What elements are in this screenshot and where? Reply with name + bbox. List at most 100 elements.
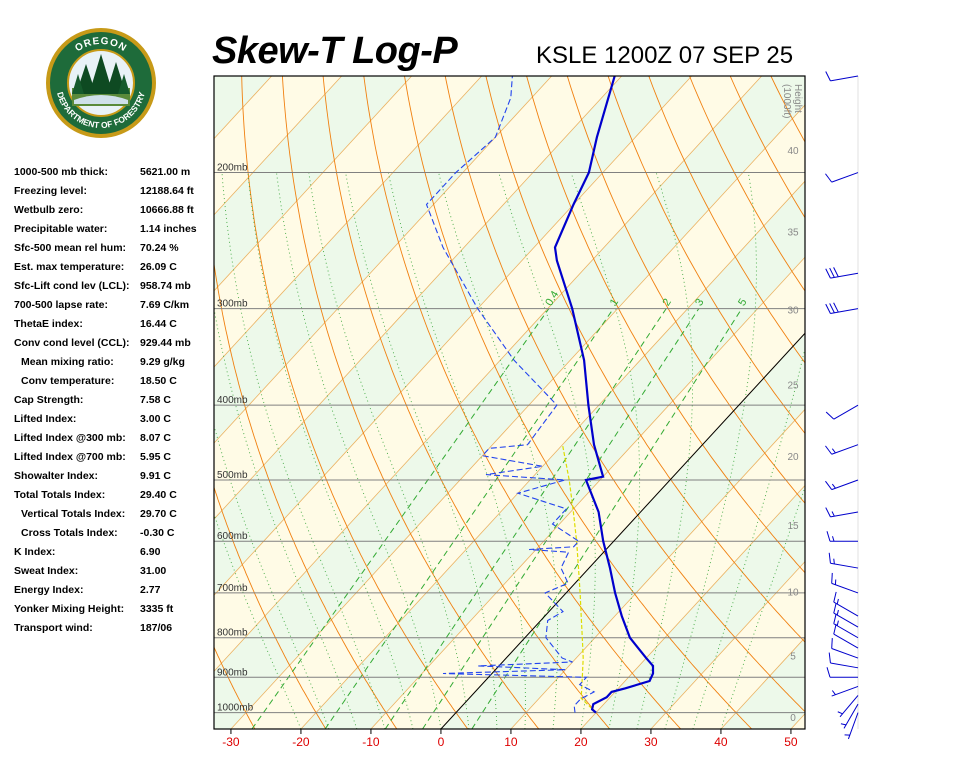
wind-barb <box>825 444 859 455</box>
temp-tick-label: -30 <box>222 735 240 749</box>
index-row: Showalter Index: 9.91 C <box>14 470 214 489</box>
isotherm-line <box>300 180 805 729</box>
index-value: 7.69 C/km <box>140 299 190 311</box>
stability-indices-panel: 1000-500 mb thick: 5621.00 m Freezing leve… <box>14 166 214 641</box>
moist-adiabat <box>720 485 805 729</box>
index-row: Lifted Index: 3.00 C <box>14 413 214 432</box>
wind-barb <box>837 695 859 718</box>
temp-tick-label: 0 <box>438 735 445 749</box>
moist-adiabat <box>214 512 302 729</box>
isotherm-band <box>790 713 805 729</box>
height-axis-title: Height <box>792 84 803 113</box>
moist-adiabat <box>221 172 386 729</box>
index-value: 29.40 C <box>140 489 177 501</box>
moist-adiabat <box>308 172 470 729</box>
wind-barb <box>828 652 859 669</box>
mixing-ratio-line <box>251 308 550 729</box>
height-label: 35 <box>787 228 799 239</box>
moist-adiabat <box>214 423 330 729</box>
isotherm-band <box>214 76 805 729</box>
index-row: Conv temperature: 18.50 C <box>14 375 214 394</box>
height-label: 0 <box>790 713 796 724</box>
height-label: 15 <box>787 521 799 532</box>
wind-barb <box>844 712 859 740</box>
wind-barb <box>826 531 858 542</box>
isotherm-line <box>370 256 805 729</box>
index-value: 7.58 C <box>140 394 171 406</box>
index-label: Cap Strength: <box>14 394 84 406</box>
height-axis-title: (1000ft) <box>781 84 792 118</box>
temp-tick-label: 20 <box>574 735 588 749</box>
index-value: 958.74 mb <box>140 280 191 292</box>
index-value: 2.77 <box>140 584 161 596</box>
index-value: 29.70 C <box>140 508 177 520</box>
index-label: Conv cond level (CCL): <box>14 337 130 349</box>
dewpoint-trace <box>425 76 596 713</box>
isotherm-line <box>650 560 805 729</box>
index-value: 12188.64 ft <box>140 185 194 197</box>
index-value: 929.44 mb <box>140 337 191 349</box>
index-value: -0.30 C <box>140 527 175 539</box>
index-label: Sfc-Lift cond lev (LCL): <box>14 280 130 292</box>
index-value: 70.24 % <box>140 242 179 254</box>
index-label: Est. max temperature: <box>14 261 125 273</box>
index-label: ThetaE index: <box>14 318 83 330</box>
wind-barb <box>831 638 859 659</box>
moist-adiabat <box>570 172 641 729</box>
index-value: 18.50 C <box>140 375 177 387</box>
index-row: Wetbulb zero: 10666.88 ft <box>14 204 214 223</box>
wind-barb <box>833 613 859 639</box>
index-row: Lifted Index @300 mb: 8.07 C <box>14 432 214 451</box>
index-value: 3335 ft <box>140 603 174 615</box>
isobar-label: 300mb <box>217 299 248 310</box>
plot-area: 0.4 1 2 3 5200mb300mb400mb500mb600mb700mb800… <box>0 60 805 729</box>
index-label: Wetbulb zero: <box>14 204 84 216</box>
isobar-label: 800mb <box>217 628 248 639</box>
moist-adiabat <box>692 346 805 729</box>
moist-adiabat <box>664 172 757 729</box>
moist-adiabat <box>247 172 414 729</box>
temp-tick-label: 50 <box>784 735 798 749</box>
wind-barb <box>825 479 859 491</box>
index-label: Transport wind: <box>14 622 93 634</box>
index-row: Sweat Index: 31.00 <box>14 565 214 584</box>
odf-logo: OREGON DEPARTMENT OF FORESTRY <box>46 28 156 138</box>
index-label: Precipitable water: <box>14 223 108 235</box>
index-value: 26.09 C <box>140 261 177 273</box>
wind-barb <box>825 507 859 518</box>
dry-adiabat <box>70 76 184 729</box>
mixing-ratio-label: 3 <box>693 297 706 309</box>
moist-adiabat <box>345 172 498 729</box>
temp-tick-label: 10 <box>504 735 518 749</box>
isotherm-line <box>214 76 622 520</box>
wind-barb <box>825 71 859 82</box>
index-row: Precipitable water: 1.14 inches <box>14 223 214 242</box>
isotherm-line <box>230 104 805 729</box>
index-label: Vertical Totals Index: <box>21 508 126 520</box>
height-label: 45 <box>787 60 799 71</box>
plot-frame <box>213 75 806 730</box>
height-label: 40 <box>787 146 799 157</box>
temp-tick-label: -20 <box>292 735 310 749</box>
isotherm-line <box>214 76 342 216</box>
index-label: Cross Totals Index: <box>21 527 118 539</box>
index-row: Energy Index: 2.77 <box>14 584 214 603</box>
index-label: Energy Index: <box>14 584 84 596</box>
mixing-ratio-line <box>384 308 667 729</box>
index-value: 9.29 g/kg <box>140 356 185 368</box>
index-label: Conv temperature: <box>21 375 115 387</box>
height-label: 30 <box>787 306 799 317</box>
isobar-label: 700mb <box>217 583 248 594</box>
index-value: 1.14 inches <box>140 223 197 235</box>
temperature-trace <box>553 76 655 714</box>
isotherm-line <box>214 76 412 292</box>
index-value: 6.90 <box>140 546 161 558</box>
index-label: Sfc-500 mean rel hum: <box>14 242 127 254</box>
isobar-label: 1000mb <box>217 703 254 714</box>
index-row: ThetaE index: 16.44 C <box>14 318 214 337</box>
isotherm-line <box>0 76 132 729</box>
index-value: 16.44 C <box>140 318 177 330</box>
chart-title: Skew-T Log-P <box>212 30 458 72</box>
isotherm-line <box>580 484 805 729</box>
